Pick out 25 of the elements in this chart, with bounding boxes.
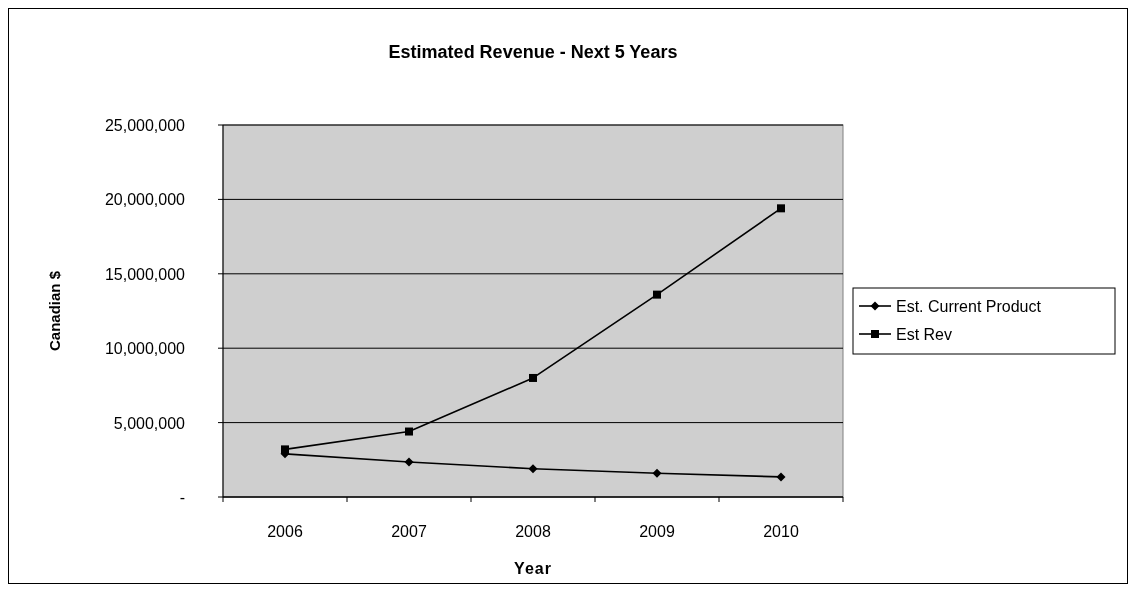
y-axis-title: Canadian $ xyxy=(46,270,63,352)
y-tick-label: 10,000,000 xyxy=(104,340,186,358)
x-tick-label: 2007 xyxy=(391,523,427,540)
x-tick-label: 2006 xyxy=(267,523,303,540)
y-tick-label: 15,000,000 xyxy=(104,265,186,283)
y-tick-label: - xyxy=(179,489,185,506)
legend-label: Est. Current Product xyxy=(896,298,1042,315)
point xyxy=(404,457,414,467)
point xyxy=(281,445,289,454)
x-axis-title: Year xyxy=(514,560,552,577)
chart-title: Estimated Revenue - Next 5 Years xyxy=(388,42,678,62)
y-tick-label: 25,000,000 xyxy=(104,117,186,134)
point xyxy=(653,290,661,299)
point xyxy=(652,468,662,478)
x-tick-label: 2010 xyxy=(763,523,799,540)
point xyxy=(777,204,785,213)
point xyxy=(776,472,786,482)
x-tick-label: 2008 xyxy=(515,523,551,540)
y-tick-label: 5,000,000 xyxy=(113,414,186,432)
point xyxy=(529,373,537,382)
point xyxy=(528,464,538,474)
legend-label: Est Rev xyxy=(896,326,953,343)
point xyxy=(405,427,413,436)
x-tick-label: 2009 xyxy=(639,523,675,540)
y-tick-label: 20,000,000 xyxy=(104,191,186,209)
